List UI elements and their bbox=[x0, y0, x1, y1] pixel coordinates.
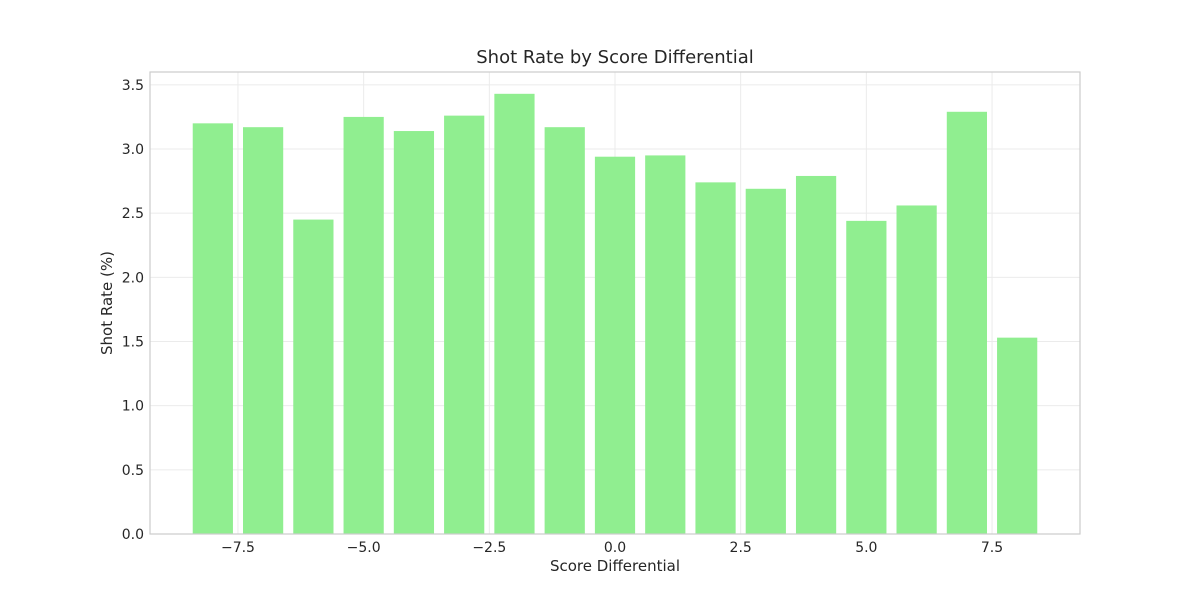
bar bbox=[544, 127, 585, 534]
bar bbox=[293, 219, 334, 535]
y-tick-label: 1.5 bbox=[122, 335, 144, 351]
chart-title: Shot Rate by Score Differential bbox=[476, 47, 753, 68]
bar bbox=[896, 205, 937, 534]
x-tick-label: 5.0 bbox=[855, 540, 877, 556]
x-tick-label: 2.5 bbox=[730, 540, 752, 556]
bar bbox=[494, 93, 535, 535]
x-tick-label: −5.0 bbox=[347, 540, 381, 556]
y-tick-label: 0.0 bbox=[122, 527, 144, 543]
bar bbox=[243, 127, 284, 534]
bar bbox=[846, 220, 887, 534]
bar bbox=[795, 175, 837, 534]
bar bbox=[393, 131, 435, 535]
y-tick-label: 1.0 bbox=[122, 399, 144, 415]
bar bbox=[594, 156, 636, 534]
y-tick-label: 3.5 bbox=[122, 78, 144, 94]
x-tick-label: −7.5 bbox=[221, 540, 255, 556]
y-tick-label: 3.0 bbox=[122, 142, 144, 158]
ticks: 0.0 0.5 1.0 1.5 2.0 2.5 3.0 3.5 −7.5 −5.0 −2.5 0.0 2… bbox=[122, 78, 1003, 556]
plot-frame bbox=[149, 71, 1081, 535]
bar bbox=[745, 188, 786, 535]
x-tick-label: 7.5 bbox=[981, 540, 1003, 556]
x-tick-label: 0.0 bbox=[604, 540, 626, 556]
bar bbox=[645, 155, 686, 534]
x-axis-label: Score Differential bbox=[550, 557, 680, 575]
bars bbox=[192, 93, 1038, 535]
bar bbox=[997, 337, 1038, 534]
y-tick-label: 2.0 bbox=[122, 270, 144, 286]
y-tick-label: 0.5 bbox=[122, 463, 144, 479]
bar bbox=[192, 123, 233, 534]
bar bbox=[695, 182, 736, 534]
y-tick-label: 2.5 bbox=[122, 206, 144, 222]
bar bbox=[946, 111, 987, 535]
bar bbox=[444, 115, 485, 534]
x-tick-label: −2.5 bbox=[472, 540, 506, 556]
bar bbox=[343, 116, 384, 535]
y-axis-label: Shot Rate (%) bbox=[98, 251, 116, 355]
